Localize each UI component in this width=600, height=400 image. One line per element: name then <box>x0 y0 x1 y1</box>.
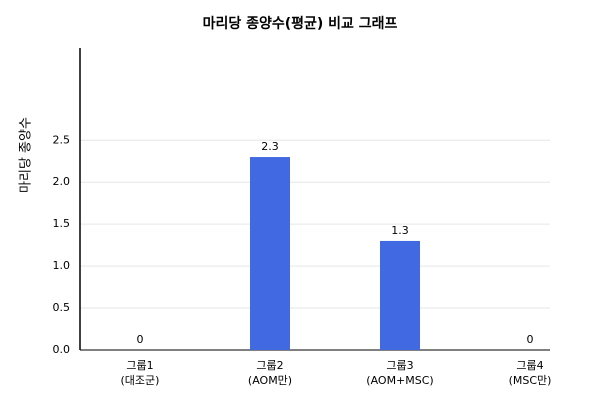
y-axis-label: 마리당 종양수 <box>19 117 34 193</box>
data-label: 1.3 <box>391 224 409 237</box>
x-tick-label: 그룹1 <box>126 359 153 372</box>
x-tick-label: 그룹4 <box>516 359 543 372</box>
bar <box>250 157 290 350</box>
y-tick-label: 2.5 <box>53 133 71 146</box>
y-tick-label: 0.5 <box>53 301 71 314</box>
x-tick-label: (AOM+MSC) <box>366 374 433 387</box>
bar <box>380 240 420 350</box>
data-label: 0 <box>527 333 534 346</box>
y-tick-label: 0.0 <box>53 343 71 356</box>
x-tick-label: (AOM만) <box>248 374 292 387</box>
x-tick-label: 그룹2 <box>256 359 283 372</box>
data-label: 0 <box>137 333 144 346</box>
data-label: 2.3 <box>261 140 279 153</box>
x-tick-label: 그룹3 <box>386 359 413 372</box>
y-tick-label: 1.5 <box>53 217 71 230</box>
y-tick-label: 2.0 <box>53 175 71 188</box>
y-tick-label: 1.0 <box>53 259 71 272</box>
x-tick-label: (MSC만) <box>509 374 552 387</box>
x-tick-label: (대조군) <box>121 374 160 387</box>
chart-title: 마리당 종양수(평균) 비교 그래프 <box>203 15 398 32</box>
